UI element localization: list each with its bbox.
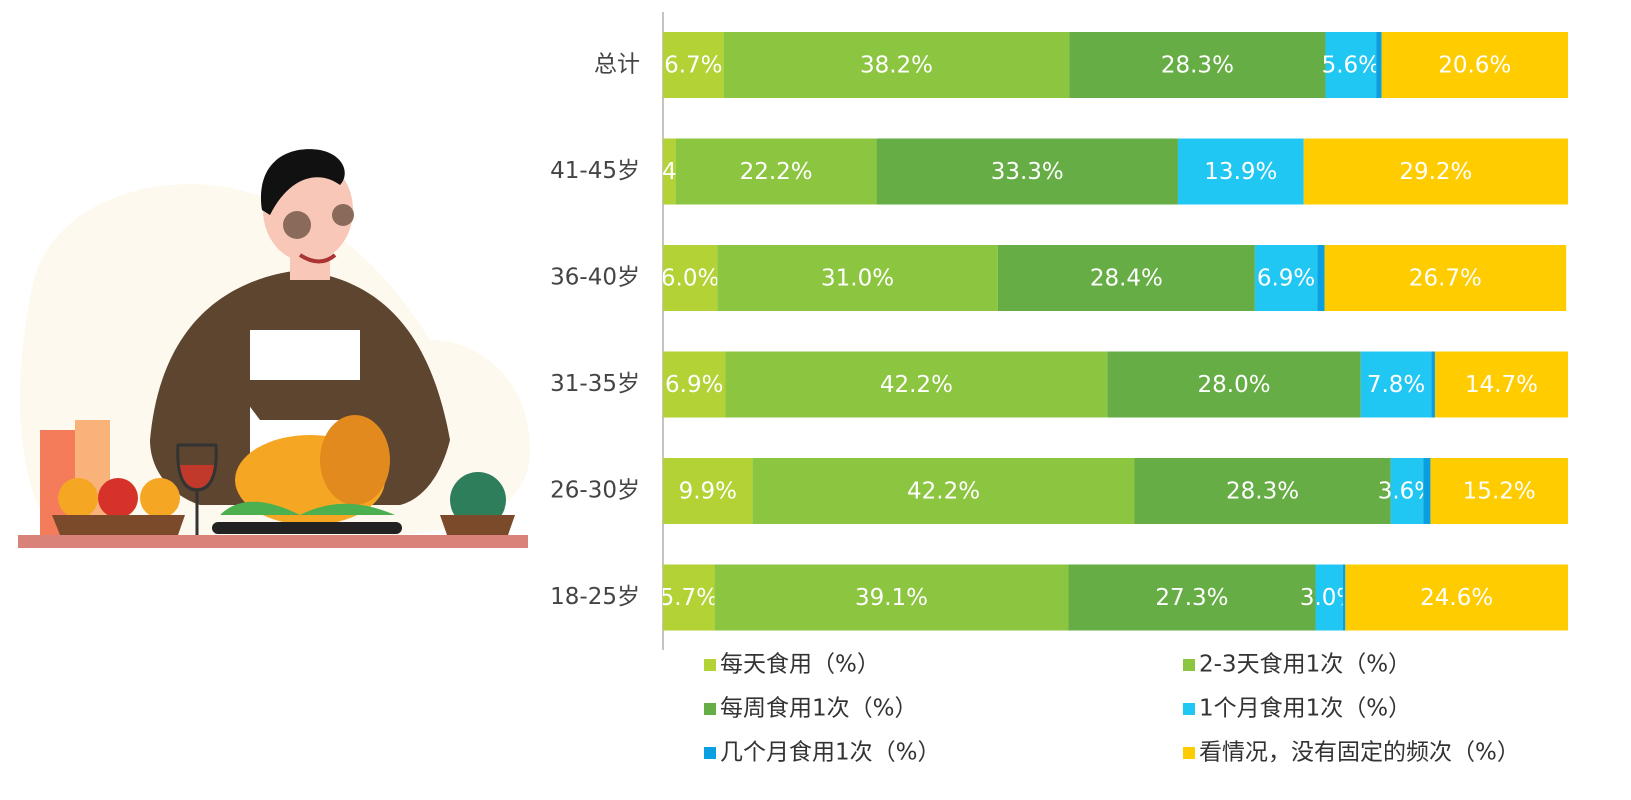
data-label: 20.6% [1438, 53, 1511, 79]
legend-label: 看情况，没有固定的频次（%） [1199, 740, 1520, 766]
bar-segment [1434, 351, 1568, 418]
bar-segment [1324, 245, 1567, 311]
y-tick-label: 18-25岁 [550, 584, 640, 610]
bar-segment [1325, 32, 1377, 98]
bar-segment [1390, 458, 1424, 524]
y-tick-label: 26-30岁 [550, 478, 640, 504]
data-label: 31.0% [821, 266, 894, 292]
legend-swatch [704, 747, 716, 759]
bar-segment [714, 564, 1069, 631]
bar-segment [663, 138, 676, 205]
bar-segment [723, 32, 1070, 98]
data-label: 38.2% [860, 53, 933, 79]
data-label: 28.3% [1161, 53, 1234, 79]
bar-segment [752, 458, 1135, 524]
plot-area: 6.7% 38.2% 28.3% 5.6% 20.6%1.4% 22.2% 33.3% 13.… [660, 32, 1568, 631]
legend-swatch [704, 659, 716, 671]
legend-label: 2-3天食用1次（%） [1199, 652, 1411, 678]
legend-swatch [1183, 703, 1195, 715]
data-label: 9.9% [679, 479, 737, 505]
bar-segment [663, 564, 715, 631]
data-label: 6.9% [1257, 266, 1315, 292]
bar-segment [675, 138, 877, 205]
bar-segment [663, 32, 724, 98]
bar-segment [717, 245, 998, 311]
bar-segment [663, 351, 726, 418]
data-label: 26.7% [1409, 266, 1482, 292]
bar-segment [1376, 32, 1382, 98]
data-label: 27.3% [1155, 585, 1228, 611]
y-tick-label: 总计 [594, 52, 640, 78]
data-label: 24.6% [1420, 585, 1493, 611]
legend-swatch [1183, 747, 1195, 759]
y-tick-label: 36-40岁 [550, 265, 640, 291]
data-label: 39.1% [855, 585, 928, 611]
bar-segment [725, 351, 1108, 418]
bar-segment [1069, 32, 1326, 98]
bar-segment [1431, 351, 1435, 418]
legend-swatch [704, 703, 716, 715]
bar-segment [876, 138, 1178, 205]
data-label: 6.9% [665, 372, 723, 398]
bar-segment [1423, 458, 1431, 524]
y-tick-label: 31-35岁 [550, 371, 640, 397]
bar-segment [1345, 564, 1568, 631]
data-label: 5.6% [1322, 53, 1380, 79]
data-label: 28.0% [1198, 372, 1271, 398]
data-label: 6.7% [664, 53, 722, 79]
bar-segment [1068, 564, 1316, 631]
bar-segment [1303, 138, 1568, 205]
bar-segment [1107, 351, 1361, 418]
legend-label: 1个月食用1次（%） [1199, 696, 1411, 722]
legend-label: 几个月食用1次（%） [720, 740, 941, 766]
data-label: 28.3% [1226, 479, 1299, 505]
data-label: 22.2% [740, 159, 813, 185]
data-label: 42.2% [880, 372, 953, 398]
bar-segment [663, 458, 753, 524]
data-label: 5.7% [660, 585, 718, 611]
bar-segment [663, 245, 718, 311]
data-label: 15.2% [1463, 479, 1536, 505]
data-label: 13.9% [1204, 159, 1277, 185]
legend-swatch [1183, 659, 1195, 671]
bar-segment [1381, 32, 1568, 98]
data-label: 7.8% [1367, 372, 1425, 398]
data-label: 42.2% [907, 479, 980, 505]
bar-segment [1360, 351, 1432, 418]
bar-segment [1315, 564, 1343, 631]
data-label: 14.7% [1465, 372, 1538, 398]
bar-segment [1342, 564, 1346, 631]
bar-segment [1430, 458, 1568, 524]
bar-segment [1177, 138, 1304, 205]
bar-segment [1134, 458, 1391, 524]
legend-label: 每天食用（%） [720, 652, 880, 678]
legend-label: 每周食用1次（%） [720, 696, 918, 722]
bar-segment [1254, 245, 1318, 311]
bar-segment [1317, 245, 1325, 311]
data-label: 29.2% [1399, 159, 1472, 185]
data-label: 33.3% [991, 159, 1064, 185]
data-label: 28.4% [1090, 266, 1163, 292]
data-label: 6.0% [661, 266, 719, 292]
illustration [18, 149, 530, 548]
y-tick-label: 41-45岁 [550, 158, 640, 184]
bar-segment [997, 245, 1255, 311]
